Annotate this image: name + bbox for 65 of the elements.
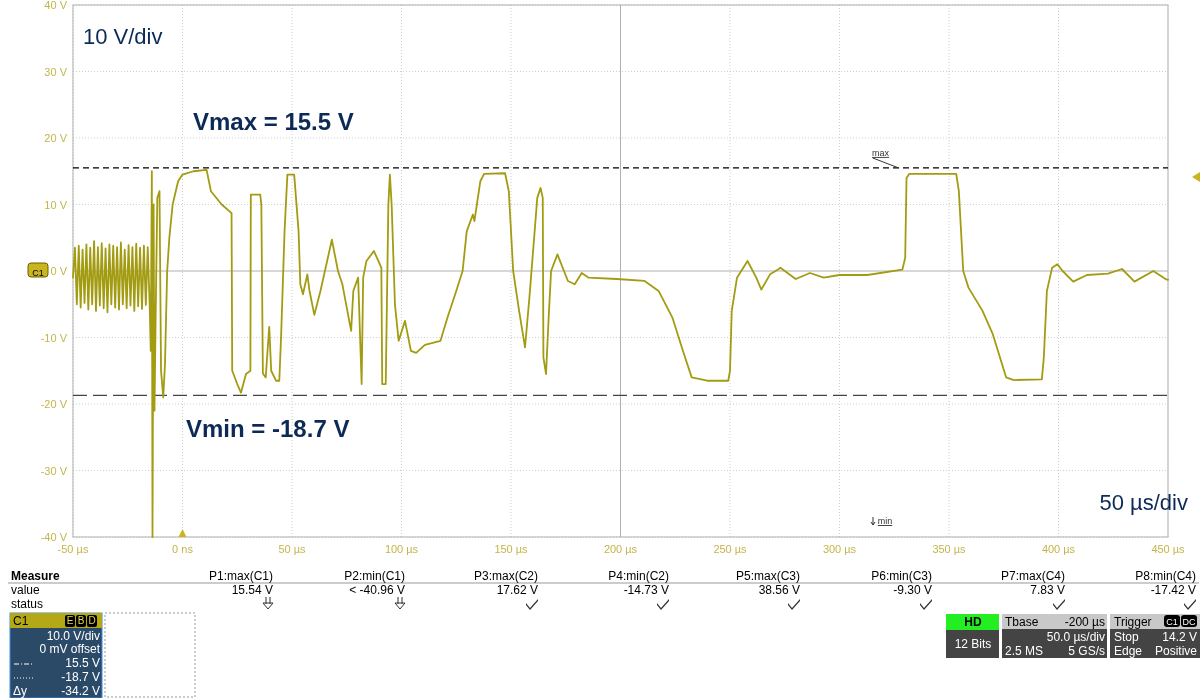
text: P7:max(C4) bbox=[1000, 569, 1065, 583]
text: 15.5 V bbox=[65, 656, 100, 670]
text: 50.0 µs/div bbox=[1046, 630, 1105, 644]
text: HD bbox=[964, 615, 982, 629]
text: 17.62 V bbox=[496, 583, 538, 597]
text: P5:max(C3) bbox=[735, 569, 800, 583]
x-tick-label: -50 µs bbox=[57, 543, 89, 555]
x-tick-label: 250 µs bbox=[713, 543, 748, 555]
text: 7.83 V bbox=[1030, 583, 1065, 597]
annotation: 10 V/div bbox=[83, 24, 163, 49]
y-tick-label: 30 V bbox=[44, 65, 68, 78]
ref-line-label: Vmax = 15.5 V bbox=[193, 107, 354, 135]
text: P4:min(C2) bbox=[608, 569, 669, 583]
annotation: min bbox=[877, 516, 893, 526]
text: 2.5 MS bbox=[1005, 644, 1044, 658]
annotation: 50 µs/div bbox=[1099, 490, 1188, 515]
text: P2:min(C1) bbox=[344, 569, 405, 583]
text: Measure bbox=[11, 569, 61, 583]
ref-line-label: Vmin = -18.7 V bbox=[186, 415, 350, 443]
text: 12 Bits bbox=[954, 637, 992, 651]
text: -18.7 V bbox=[61, 670, 100, 684]
text: Tbase bbox=[1005, 615, 1039, 629]
text: 15.54 V bbox=[231, 583, 273, 597]
x-tick-label: 50 µs bbox=[278, 543, 307, 555]
y-tick-label: -30 V bbox=[40, 464, 68, 477]
text: Edge bbox=[1114, 644, 1143, 658]
text: 14.2 V bbox=[1162, 630, 1197, 644]
y-tick-label: -10 V bbox=[40, 331, 68, 344]
text: Stop bbox=[1114, 630, 1140, 644]
text: P6:min(C3) bbox=[871, 569, 932, 583]
y-tick-label: -20 V bbox=[40, 398, 68, 410]
text: -14.73 V bbox=[623, 583, 669, 597]
text: 0 mV offset bbox=[39, 642, 101, 656]
x-tick-label: 450 µs bbox=[1151, 543, 1186, 555]
x-tick-label: 400 µs bbox=[1041, 543, 1076, 555]
y-tick-label: 40 V bbox=[44, 0, 68, 11]
text: -17.42 V bbox=[1150, 583, 1196, 597]
y-tick-label: 0 V bbox=[50, 265, 68, 277]
text: -200 µs bbox=[1064, 615, 1105, 629]
text: P1:max(C1) bbox=[208, 569, 273, 583]
x-tick-label: 350 µs bbox=[932, 543, 967, 555]
y-tick-label: 20 V bbox=[44, 132, 68, 144]
text: C1 bbox=[13, 614, 29, 628]
x-tick-label: 200 µs bbox=[603, 543, 638, 555]
text: 10.0 V/div bbox=[46, 629, 100, 643]
x-tick-label: 300 µs bbox=[822, 543, 857, 555]
annotation: max bbox=[872, 147, 890, 158]
text: Trigger bbox=[1114, 615, 1152, 629]
text: status bbox=[11, 597, 44, 611]
y-tick-label: -40 V bbox=[40, 531, 68, 543]
y-tick-label: 10 V bbox=[44, 198, 68, 211]
text: -9.30 V bbox=[893, 583, 932, 597]
text: 38.56 V bbox=[758, 583, 800, 597]
text: P3:max(C2) bbox=[473, 569, 538, 583]
text: 5 GS/s bbox=[1068, 644, 1105, 658]
text: -34.2 V bbox=[61, 684, 100, 698]
text: < -40.96 V bbox=[349, 583, 405, 597]
text: P8:min(C4) bbox=[1135, 569, 1196, 583]
x-tick-label: 0 ns bbox=[172, 543, 194, 555]
x-tick-label: 100 µs bbox=[384, 543, 419, 555]
text: C1 bbox=[32, 268, 44, 278]
text: value bbox=[11, 583, 41, 597]
text: Δy bbox=[13, 684, 28, 698]
x-tick-label: 150 µs bbox=[494, 543, 529, 555]
text: Positive bbox=[1154, 644, 1198, 658]
